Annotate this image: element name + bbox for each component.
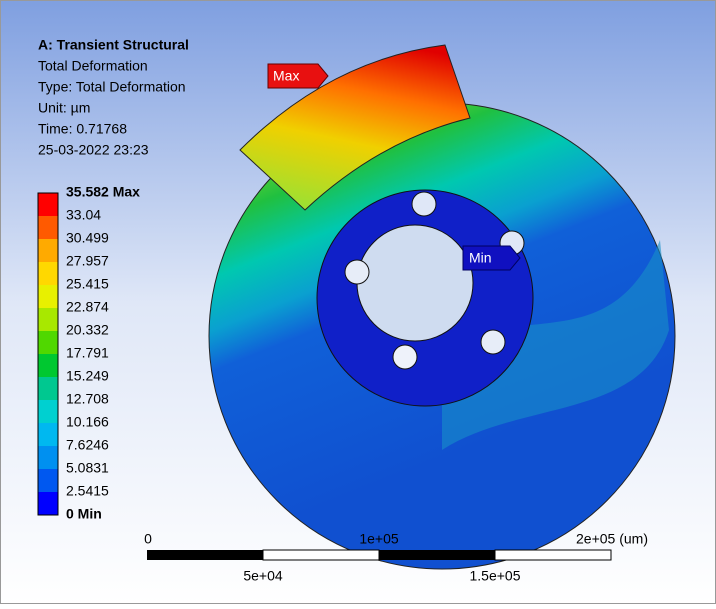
viewport: Max Min A: Transient Structural Total De… [0,0,716,604]
scale-label: 2e+05 (um) [576,531,648,547]
legend-swatch [38,492,58,515]
legend-swatch [38,216,58,239]
scale-label: 1e+05 [359,531,399,547]
legend-label: 33.04 [66,207,101,223]
legend-label: 20.332 [66,322,109,338]
legend-label: 10.166 [66,414,109,430]
max-probe: Max [268,64,328,88]
legend-label: 15.249 [66,368,109,384]
header-line: Type: Total Deformation [38,79,186,95]
header-line: Time: 0.71768 [38,121,127,137]
legend-label: 30.499 [66,230,109,246]
scale-segment [263,550,379,560]
probe-label: Min [469,250,492,266]
bolt-hole [345,260,369,284]
scale-label: 1.5e+05 [470,568,521,584]
bolt-hole [393,345,417,369]
probe-label: Max [273,68,299,84]
legend-label: 7.6246 [66,437,109,453]
legend-swatch [38,423,58,446]
legend-swatch [38,469,58,492]
scale-label: 5e+04 [243,568,283,584]
scale-segment [495,550,611,560]
legend-swatch [38,354,58,377]
scale-label: 0 [144,531,152,547]
bolt-hole [481,330,505,354]
center-hole [357,225,473,341]
legend-swatch [38,308,58,331]
header-line: Total Deformation [38,58,148,74]
legend-label: 0 Min [66,506,102,522]
bolt-hole [412,192,436,216]
legend-label: 12.708 [66,391,109,407]
legend-swatch [38,262,58,285]
legend-label: 27.957 [66,253,109,269]
header-line: Unit: µm [38,100,90,116]
legend-swatch [38,331,58,354]
legend-swatch [38,193,58,216]
header-title: A: Transient Structural [38,37,189,53]
legend-label: 25.415 [66,276,109,292]
legend-label: 2.5415 [66,483,109,499]
scale-segment [147,550,263,560]
legend-swatch [38,400,58,423]
legend-label: 35.582 Max [66,184,140,200]
legend-swatch [38,446,58,469]
legend-swatch [38,239,58,262]
header-line: 25-03-2022 23:23 [38,142,149,158]
legend-label: 17.791 [66,345,109,361]
scale-segment [379,550,495,560]
legend-label: 5.0831 [66,460,109,476]
legend-swatch [38,377,58,400]
legend-label: 22.874 [66,299,109,315]
min-probe: Min [463,246,520,270]
legend-swatch [38,285,58,308]
